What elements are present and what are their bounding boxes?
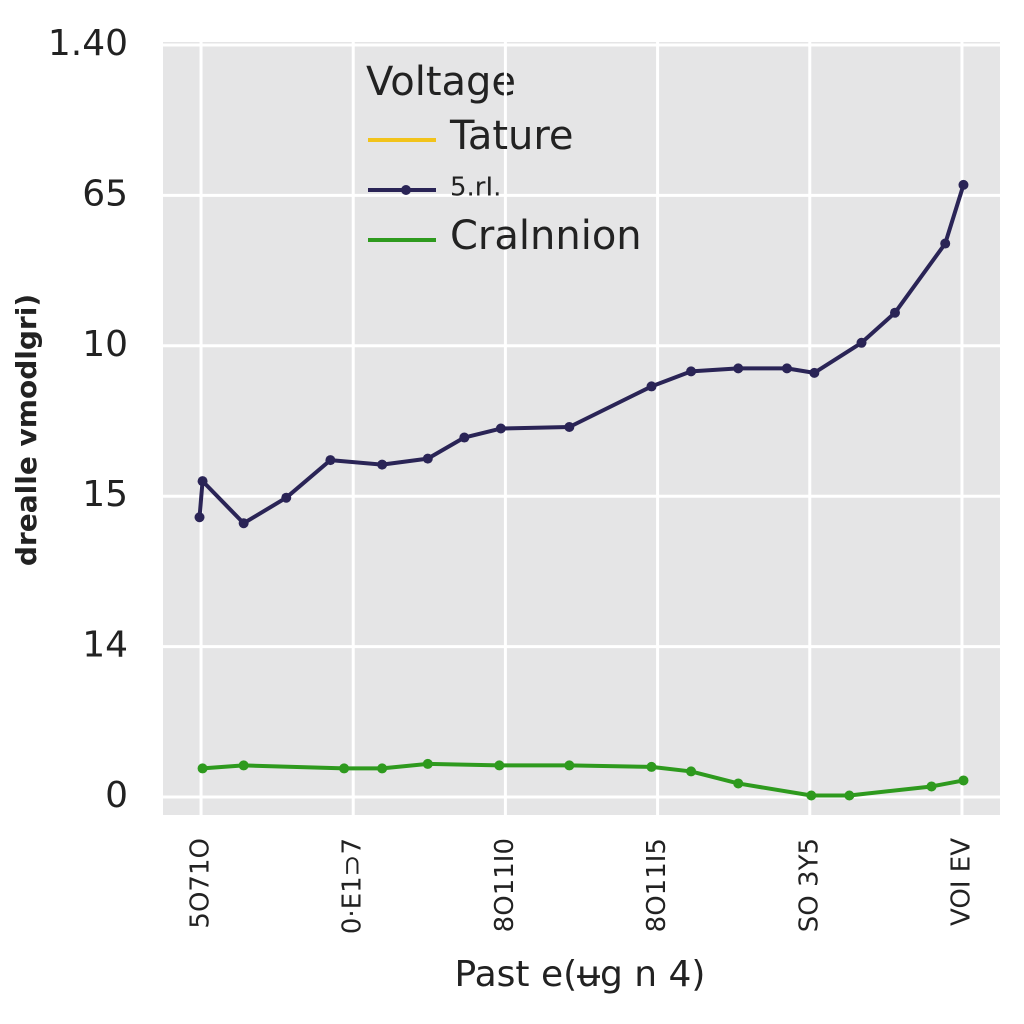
point bbox=[686, 366, 697, 377]
point bbox=[339, 763, 350, 774]
point bbox=[197, 476, 208, 487]
point bbox=[459, 432, 470, 443]
y-tick-label: 0 bbox=[105, 775, 128, 816]
point bbox=[806, 790, 817, 801]
point bbox=[238, 760, 249, 771]
point bbox=[958, 179, 969, 190]
point bbox=[856, 337, 867, 348]
point bbox=[194, 512, 205, 523]
point bbox=[377, 459, 388, 470]
point bbox=[494, 760, 505, 771]
point bbox=[564, 760, 575, 771]
point bbox=[646, 761, 657, 772]
line bbox=[202, 761, 964, 798]
point bbox=[325, 455, 336, 466]
point bbox=[197, 763, 208, 774]
point bbox=[495, 423, 506, 434]
x-tick-label: 0·E1⊃7 bbox=[338, 838, 368, 934]
y-tick-label: 15 bbox=[82, 474, 128, 515]
x-tick-label: 8O11I0 bbox=[490, 838, 520, 932]
point bbox=[889, 307, 900, 318]
x-tick-label: SO 3Y5 bbox=[794, 838, 824, 932]
point bbox=[844, 790, 855, 801]
x-tick-label: 8O11I5 bbox=[642, 838, 672, 932]
legend-label: 5.rI. bbox=[450, 173, 501, 203]
y-tick-label: 14 bbox=[82, 625, 128, 666]
point bbox=[646, 381, 657, 392]
y-tick-label: 65 bbox=[82, 173, 128, 214]
x-tick-label: 5O71O bbox=[186, 838, 216, 929]
point bbox=[686, 766, 697, 777]
y-axis-label: drealle vmodlgri) bbox=[10, 294, 43, 566]
y-tick-label: 10 bbox=[82, 324, 128, 365]
point bbox=[422, 758, 433, 769]
point bbox=[733, 778, 744, 789]
point bbox=[940, 238, 951, 249]
point bbox=[281, 492, 292, 503]
point bbox=[564, 422, 575, 433]
point bbox=[926, 781, 937, 792]
legend-label: Tature bbox=[449, 113, 574, 159]
legend-marker bbox=[401, 185, 411, 195]
point bbox=[422, 453, 433, 464]
y-tick-label: 1.40 bbox=[48, 23, 128, 64]
plot-area bbox=[163, 42, 1000, 815]
point bbox=[809, 367, 820, 378]
legend-title: Voltage bbox=[366, 59, 516, 105]
point bbox=[733, 363, 744, 374]
x-tick-label: VOI EV bbox=[946, 838, 976, 926]
legend-label: Cralnnion bbox=[450, 213, 642, 259]
x-axis-label: Past e(ʉg n 4) bbox=[455, 954, 706, 995]
point bbox=[377, 763, 388, 774]
point bbox=[958, 775, 969, 786]
point bbox=[781, 363, 792, 374]
point bbox=[238, 518, 249, 529]
